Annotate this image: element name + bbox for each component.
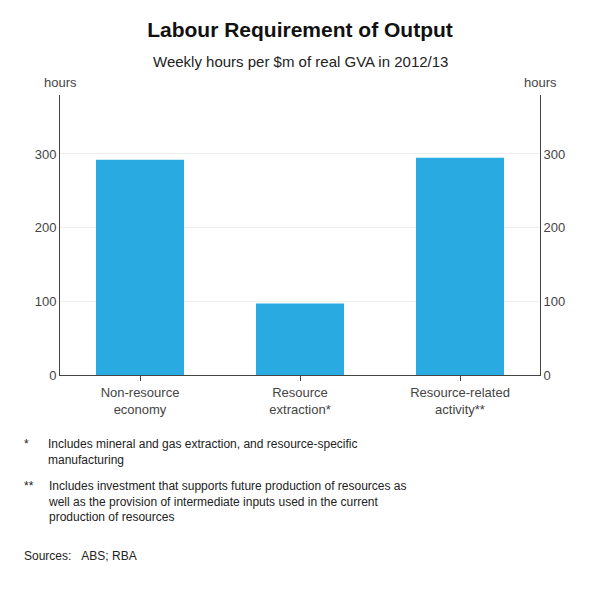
svg-text:100: 100 bbox=[544, 294, 566, 309]
svg-text:hours: hours bbox=[44, 75, 77, 90]
svg-text:Includes mineral and gas extra: Includes mineral and gas extraction, and… bbox=[48, 437, 358, 467]
svg-text:Sources: ABS; RBA: Sources: ABS; RBA bbox=[24, 549, 137, 563]
svg-text:**: ** bbox=[24, 479, 34, 493]
svg-text:200: 200 bbox=[35, 220, 57, 235]
svg-text:Includes investment that suppo: Includes investment that supports future… bbox=[48, 479, 407, 524]
svg-text:*: * bbox=[24, 437, 29, 451]
svg-text:Resourceextraction*: Resourceextraction* bbox=[269, 385, 330, 417]
svg-text:300: 300 bbox=[544, 147, 566, 162]
svg-text:200: 200 bbox=[544, 220, 566, 235]
svg-text:Labour Requirement of Output: Labour Requirement of Output bbox=[147, 18, 453, 41]
svg-text:hours: hours bbox=[524, 75, 557, 90]
svg-text:100: 100 bbox=[35, 294, 57, 309]
svg-text:Non-resourceeconomy: Non-resourceeconomy bbox=[101, 385, 180, 417]
svg-text:0: 0 bbox=[49, 368, 56, 383]
svg-text:Resource-relatedactivity**: Resource-relatedactivity** bbox=[410, 385, 510, 417]
svg-text:300: 300 bbox=[35, 147, 57, 162]
svg-text:0: 0 bbox=[544, 368, 551, 383]
svg-text:Weekly hours per $m of real GV: Weekly hours per $m of real GVA in 2012/… bbox=[153, 53, 448, 70]
